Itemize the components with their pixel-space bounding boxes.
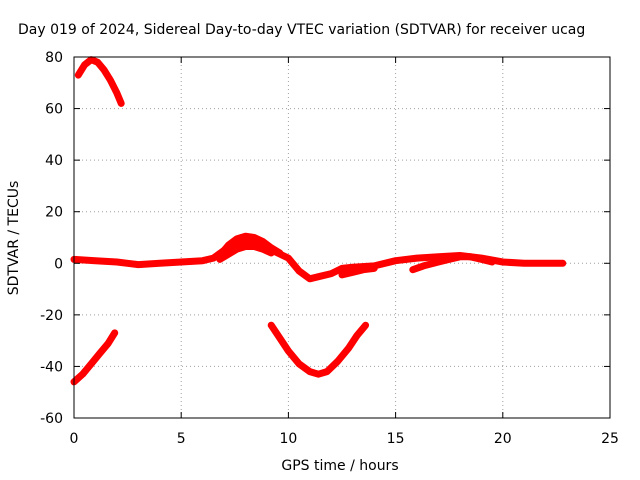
series-line-arc-bottom-middle (267, 321, 370, 378)
grid-lines (74, 57, 610, 418)
x-tick-label: 20 (494, 431, 512, 447)
y-tick-label: 20 (45, 205, 63, 221)
series-line-arc-afternoon (409, 253, 496, 274)
y-tick-label: 80 (45, 50, 63, 66)
x-tick-label: 10 (279, 431, 297, 447)
series-line-band-upper (216, 232, 284, 259)
y-tick-label: -20 (40, 308, 63, 324)
x-tick-label: 5 (177, 431, 186, 447)
x-tick-label: 15 (387, 431, 405, 447)
x-tick-label: 0 (70, 431, 79, 447)
plot-frame (73, 56, 611, 419)
y-tick-label: -40 (40, 359, 63, 375)
series-group (70, 56, 567, 386)
axis-ticks: 0 5 10 15 20 25 -60 -40 -20 0 20 40 60 80 (40, 50, 619, 447)
x-axis-label: GPS time / hours (281, 458, 398, 474)
y-tick-label: -60 (40, 411, 63, 427)
series-line-band-lower (216, 243, 275, 263)
y-tick-label: 60 (45, 102, 63, 118)
series-line-arc-dip-right (338, 264, 378, 279)
series-line-arc-top-left (74, 56, 125, 107)
y-tick-label: 40 (45, 153, 63, 169)
y-axis-label: SDTVAR / TECUs (6, 181, 22, 296)
y-tick-label: 0 (54, 256, 63, 272)
series-line-arc-bottom-left (70, 329, 119, 386)
chart-title: Day 019 of 2024, Sidereal Day-to-day VTE… (18, 22, 585, 38)
x-tick-label: 25 (601, 431, 619, 447)
